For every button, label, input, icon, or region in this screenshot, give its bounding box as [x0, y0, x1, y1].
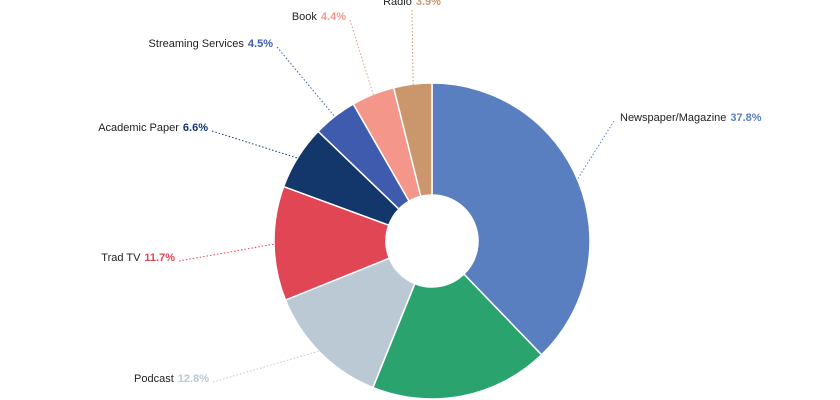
slice: [371, 273, 543, 400]
slice: [431, 82, 591, 356]
value-label: 11.7%: [144, 252, 175, 264]
category-label: Trad TV: [101, 252, 141, 264]
leader-line: [178, 242, 279, 262]
slice: [284, 257, 416, 389]
leader-line: [349, 19, 375, 99]
slice-label: Streaming Services 4.5%: [149, 38, 274, 50]
category-label: Newspaper/Magazine: [620, 112, 726, 124]
leader-line: [211, 130, 302, 160]
slice-label: Podcast 12.8%: [134, 373, 209, 385]
slice: [392, 82, 433, 198]
category-label: Radio: [383, 0, 412, 8]
value-label: 3.9%: [416, 0, 441, 8]
value-label: 37.8%: [730, 112, 761, 124]
slice-label: Radio 3.9%: [383, 0, 441, 8]
slice-label: Newspaper/Magazine 37.8%: [620, 112, 762, 124]
category-label: Streaming Services: [149, 38, 245, 50]
leader-line: [411, 9, 414, 89]
category-label: Podcast: [134, 373, 174, 385]
value-label: 4.5%: [248, 38, 273, 50]
category-label: Book: [292, 11, 318, 23]
category-label: Academic Paper: [98, 122, 179, 134]
leader-line: [574, 120, 615, 184]
value-label: 12.8%: [178, 373, 209, 385]
leader-line: [276, 46, 338, 120]
leader-line: [212, 349, 324, 383]
slice-label: Trad TV 11.7%: [101, 252, 175, 264]
slice-label: Academic Paper 6.6%: [98, 122, 208, 134]
value-label: 4.4%: [321, 11, 346, 23]
slice-label: Book 4.4%: [292, 11, 346, 23]
value-label: 6.6%: [183, 122, 208, 134]
